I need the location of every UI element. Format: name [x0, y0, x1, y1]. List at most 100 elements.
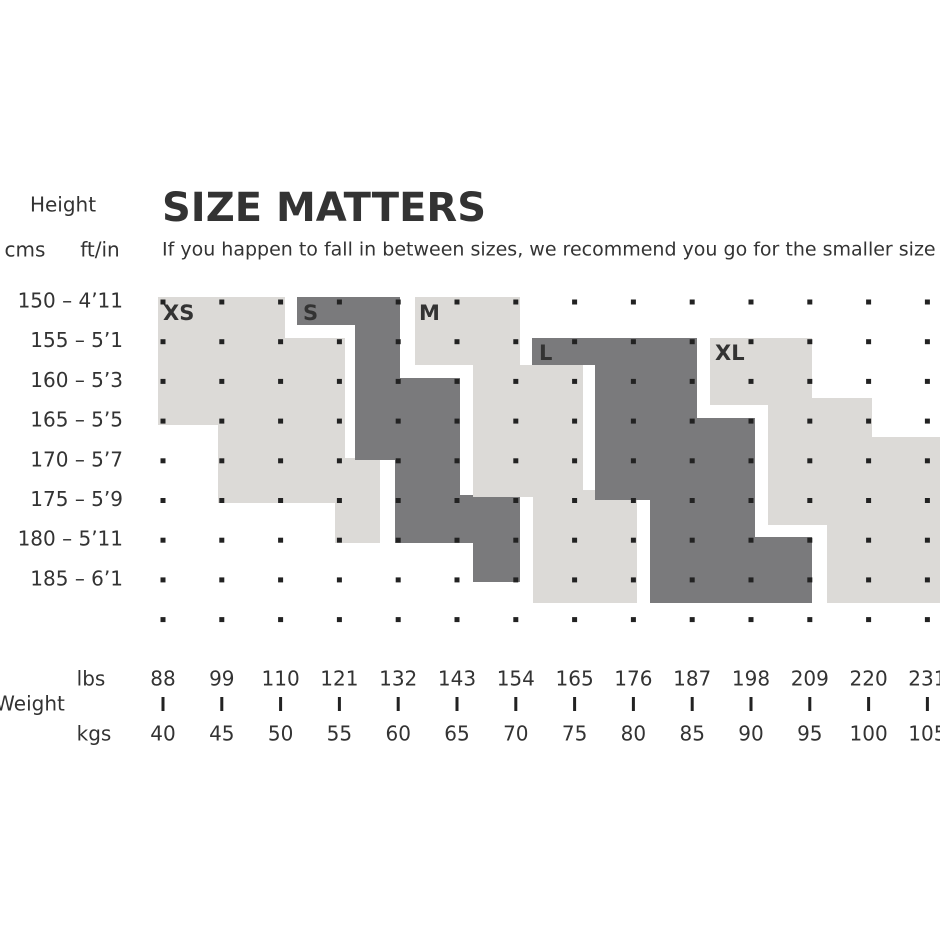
kgs-value: 90	[738, 722, 763, 746]
grid-dot	[513, 617, 519, 623]
grid-dot	[219, 418, 225, 424]
grid-dot	[630, 418, 636, 424]
grid-dot	[630, 537, 636, 543]
grid-dot	[513, 299, 519, 305]
weight-tick	[455, 697, 459, 711]
grid-dot	[395, 458, 401, 464]
grid-dot	[160, 617, 166, 623]
grid-dots	[160, 299, 930, 623]
cms-label: cms	[5, 238, 46, 262]
height-row-label: 160 – 5’3	[30, 368, 123, 392]
weight-tick	[514, 697, 518, 711]
grid-dot	[278, 577, 284, 583]
weight-tick	[573, 697, 577, 711]
grid-dot	[454, 299, 460, 305]
weight-tick	[925, 697, 929, 711]
grid-dot	[924, 378, 930, 384]
grid-dot	[219, 378, 225, 384]
kgs-value: 105	[908, 722, 940, 746]
grid-dot	[160, 577, 166, 583]
grid-dot	[630, 617, 636, 623]
grid-dot	[689, 458, 695, 464]
grid-dot	[572, 299, 578, 305]
grid-dot	[630, 577, 636, 583]
grid-dot	[395, 537, 401, 543]
kgs-value: 55	[327, 722, 352, 746]
grid-dot	[572, 378, 578, 384]
grid-dot	[336, 577, 342, 583]
grid-dot	[395, 378, 401, 384]
grid-dot	[866, 299, 872, 305]
grid-dot	[807, 458, 813, 464]
grid-dot	[395, 299, 401, 305]
grid-dot	[160, 299, 166, 305]
height-row-label: 185 – 6’1	[30, 566, 123, 590]
grid-dot	[572, 418, 578, 424]
grid-dot	[160, 537, 166, 543]
height-row-label: 170 – 5’7	[30, 447, 123, 471]
title: SIZE MATTERS	[162, 185, 486, 231]
weight-tick	[396, 697, 400, 711]
grid-dot	[866, 498, 872, 503]
grid-dot	[748, 339, 754, 345]
grid-dot	[924, 577, 930, 583]
size-label: XS	[163, 301, 194, 325]
kgs-value: 70	[503, 722, 528, 746]
subtitle: If you happen to fall in between sizes, …	[162, 239, 936, 261]
grid-dot	[336, 498, 342, 503]
grid-dot	[219, 498, 225, 503]
grid-dot	[336, 378, 342, 384]
lbs-value: 143	[438, 667, 476, 691]
grid-dot	[866, 458, 872, 464]
grid-dot	[219, 537, 225, 543]
kgs-value: 95	[797, 722, 822, 746]
grid-dot	[454, 378, 460, 384]
grid-dot	[336, 458, 342, 464]
grid-dot	[513, 378, 519, 384]
grid-dot	[924, 299, 930, 305]
grid-dot	[807, 299, 813, 305]
grid-dot	[278, 537, 284, 543]
grid-dot	[924, 617, 930, 623]
grid-dot	[278, 339, 284, 345]
lbs-value: 121	[320, 667, 358, 691]
weight-tick	[279, 697, 283, 711]
ftin-label: ft/in	[80, 238, 120, 262]
grid-dot	[748, 378, 754, 384]
grid-dot	[689, 299, 695, 305]
grid-dot	[395, 577, 401, 583]
grid-dot	[572, 498, 578, 503]
lbs-value: 99	[209, 667, 234, 691]
grid-dot	[395, 339, 401, 345]
grid-dot	[160, 418, 166, 424]
lbs-value: 220	[850, 667, 888, 691]
grid-dot	[748, 577, 754, 583]
lbs-value: 209	[791, 667, 829, 691]
grid-dot	[689, 537, 695, 543]
kgs-value: 80	[621, 722, 646, 746]
grid-dot	[572, 458, 578, 464]
grid-dot	[924, 537, 930, 543]
grid-dot	[160, 498, 166, 503]
lbs-value: 165	[556, 667, 594, 691]
grid-dot	[866, 418, 872, 424]
kgs-label: kgs	[77, 722, 112, 746]
grid-dot	[336, 418, 342, 424]
kgs-value: 60	[385, 722, 410, 746]
weight-tick	[220, 697, 224, 711]
grid-dot	[630, 339, 636, 345]
lbs-value: 88	[150, 667, 175, 691]
grid-dot	[278, 458, 284, 464]
grid-dot	[689, 498, 695, 503]
grid-dot	[807, 498, 813, 503]
grid-dot	[454, 339, 460, 345]
grid-dot	[395, 498, 401, 503]
weight-label: Weight	[0, 692, 65, 716]
kgs-value: 65	[444, 722, 469, 746]
grid-dot	[454, 418, 460, 424]
grid-dot	[278, 299, 284, 305]
grid-dot	[336, 299, 342, 305]
grid-dot	[160, 458, 166, 464]
grid-dot	[748, 617, 754, 623]
